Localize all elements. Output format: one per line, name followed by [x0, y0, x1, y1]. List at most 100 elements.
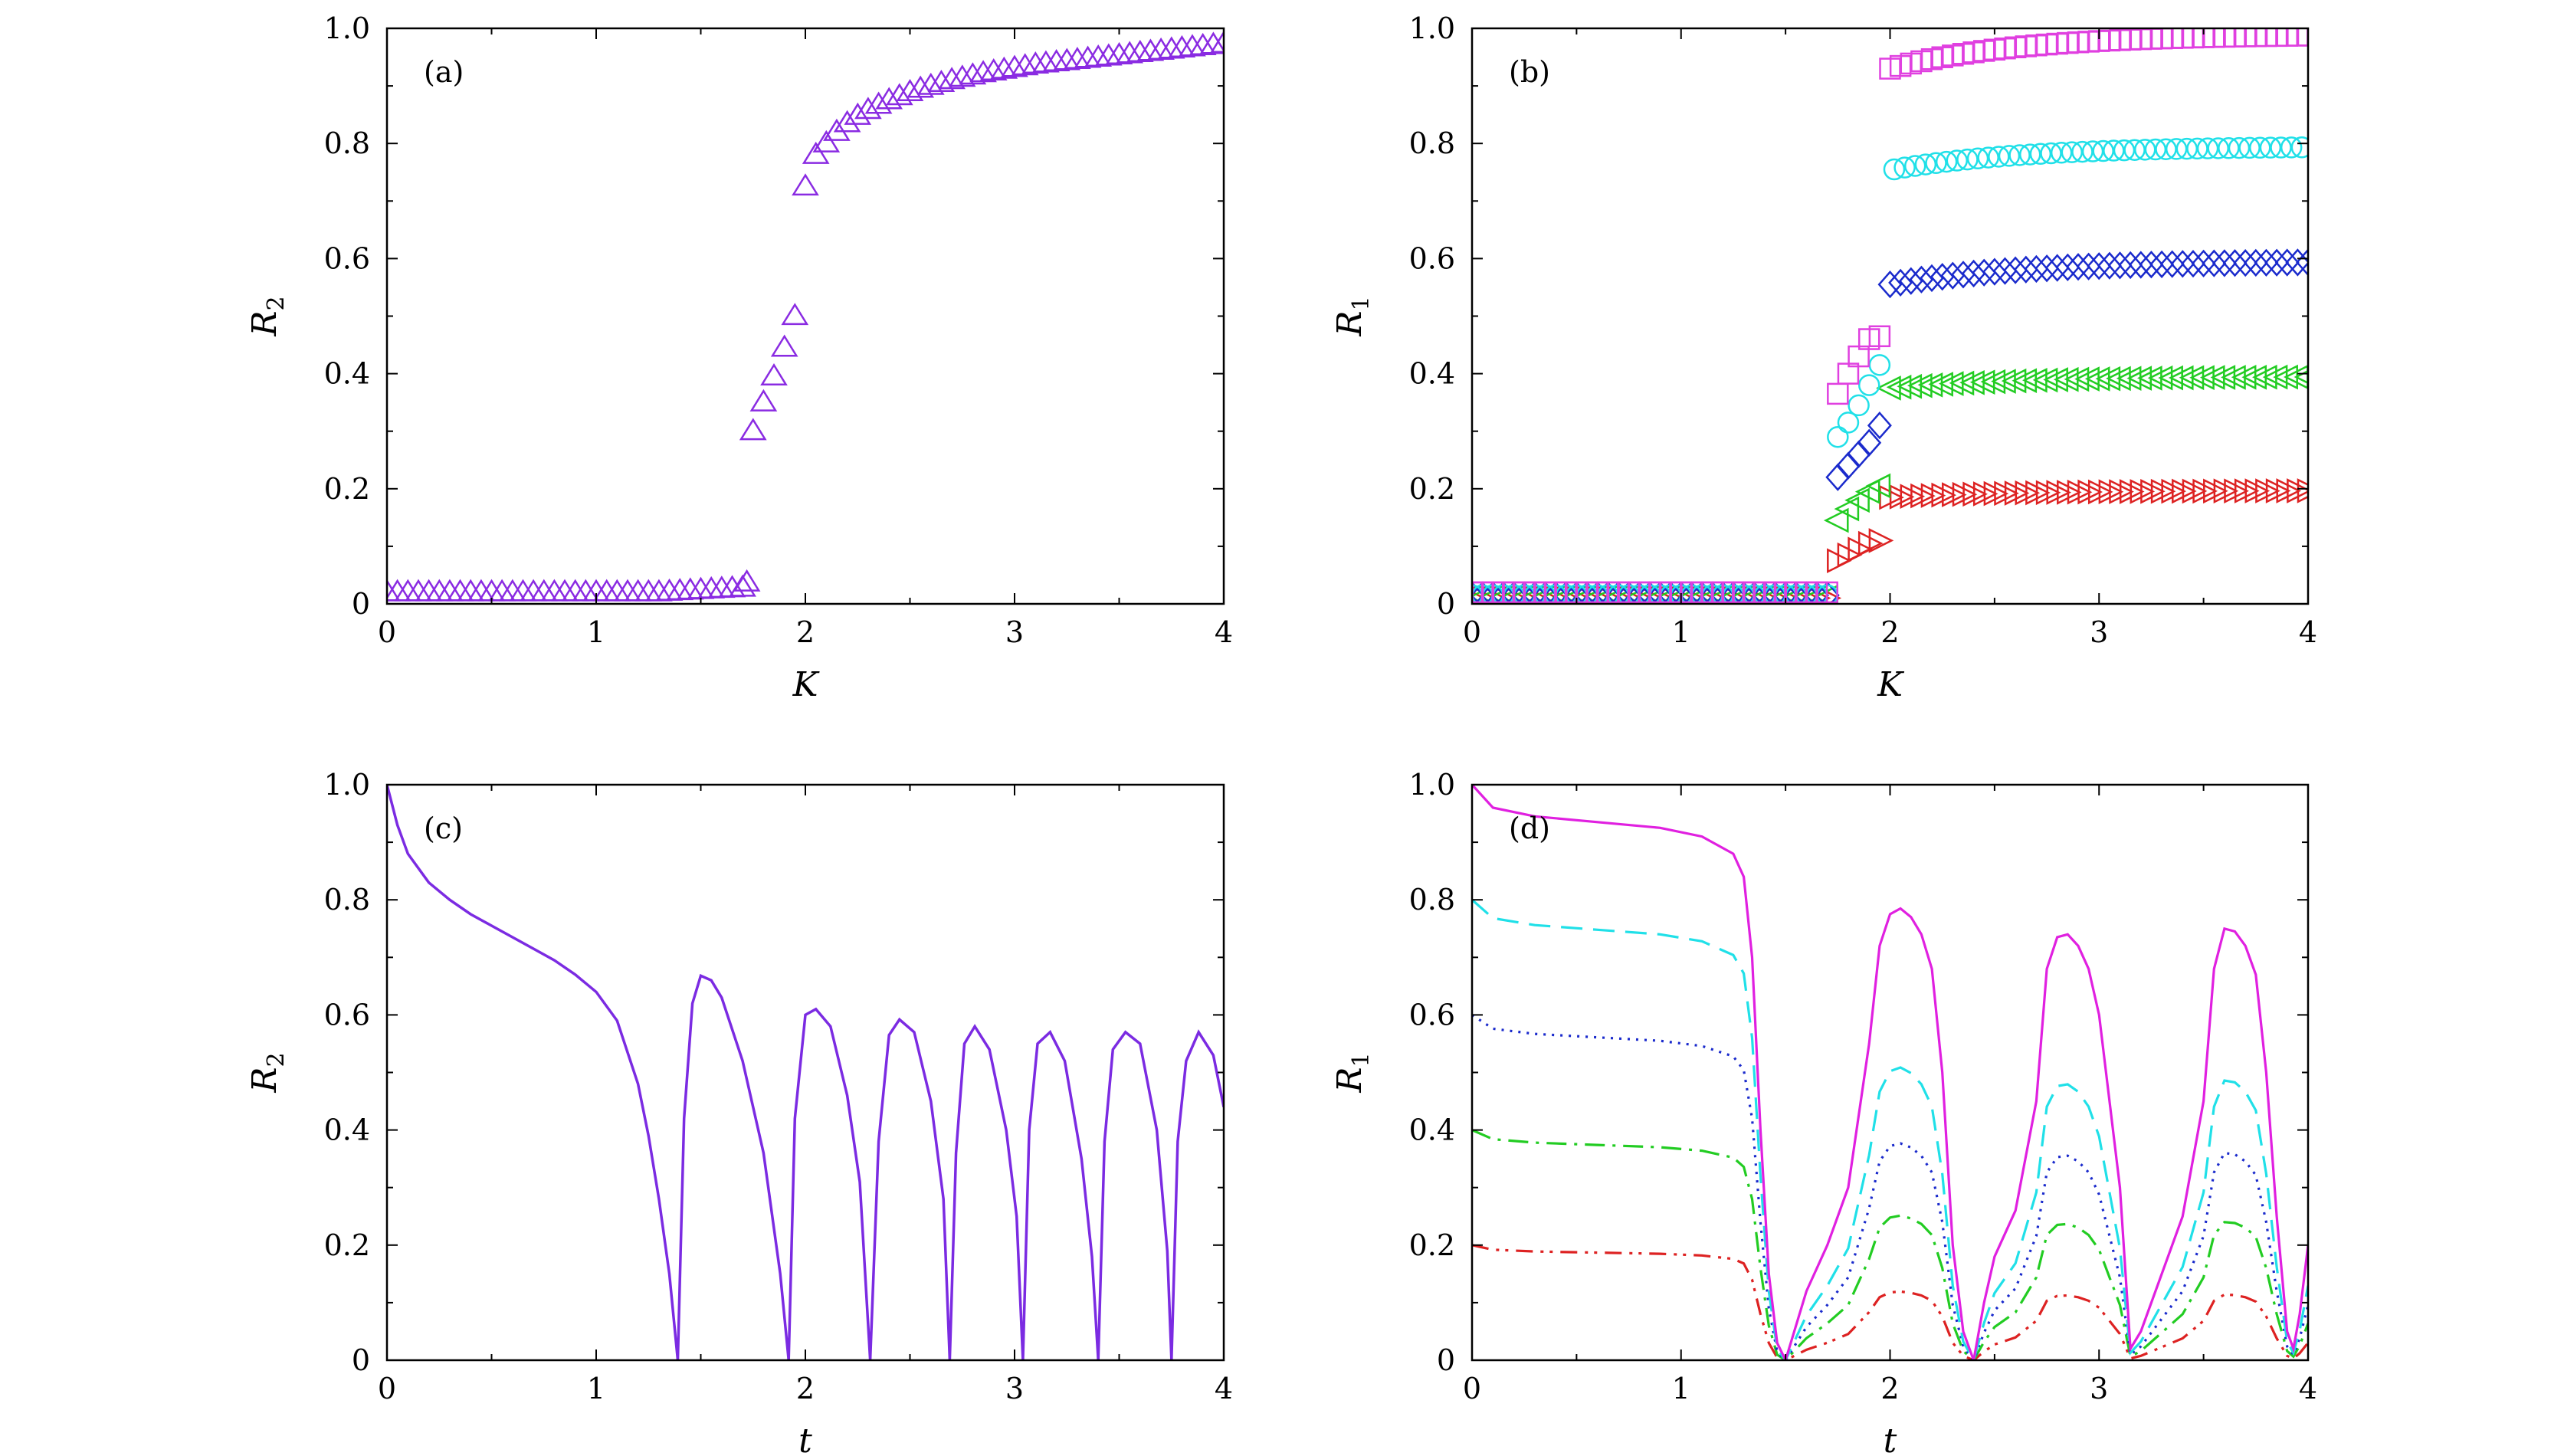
data-point: [938, 67, 966, 90]
data-point: [1877, 271, 1903, 299]
data-point: [1553, 581, 1579, 604]
data-point: [1898, 267, 1923, 295]
data-point: [1823, 507, 1849, 533]
data-point: [2165, 138, 2188, 160]
data-point: [2170, 250, 2195, 278]
data-point: [1876, 375, 1901, 401]
data-point: [1575, 581, 1599, 604]
panel-d: 0 1 2 3 4 0 0.2 0.4 0.6 0.8 1.0 t R1 (d): [1330, 768, 2317, 1456]
series-line: [1472, 1244, 2308, 1360]
data-point: [2113, 139, 2136, 162]
axes-frame: [1471, 783, 2310, 1362]
data-point: [864, 91, 893, 114]
data-point: [1084, 44, 1113, 67]
data-point: [2044, 254, 2070, 282]
data-point: [1867, 412, 1892, 440]
x-tick-label: 2: [1880, 615, 1899, 649]
data-point: [1168, 34, 1196, 57]
data-point: [1857, 428, 1882, 457]
data-point: [990, 56, 1018, 79]
data-point: [1794, 581, 1819, 604]
data-point: [2092, 139, 2114, 162]
y-tick-label: 0.8: [324, 126, 370, 160]
y-tick-label: 0: [352, 587, 370, 621]
data-point: [2018, 143, 2041, 166]
data-point: [792, 173, 819, 196]
data-point: [1189, 32, 1217, 55]
data-point: [770, 334, 798, 357]
data-point: [2144, 138, 2167, 161]
data-point: [1946, 149, 1969, 172]
x-tick-label: 4: [1215, 615, 1233, 649]
data-point: [1966, 147, 1989, 170]
data-point: [1472, 581, 1495, 604]
axes-frame: [385, 783, 1225, 1362]
y-tick-label: 0.4: [1409, 1113, 1455, 1147]
y-tick-label: 0.6: [1409, 998, 1455, 1031]
data-point: [886, 83, 913, 106]
x-axis-label: t: [1884, 1422, 1897, 1456]
y-tick-label: 0.8: [1409, 126, 1455, 160]
plot-area-b: [1472, 28, 2308, 604]
x-tick-label: 0: [1463, 1372, 1481, 1405]
data-point: [1825, 463, 1851, 491]
data-point: [1783, 581, 1808, 604]
data-point: [2155, 138, 2177, 160]
data-point: [1857, 374, 1880, 396]
data-point: [1595, 581, 1621, 604]
data-point: [1679, 581, 1704, 604]
series-line: [1472, 785, 2308, 1360]
data-point: [1543, 581, 1569, 604]
data-point: [2118, 251, 2143, 280]
data-point: [2254, 248, 2279, 277]
y-tick-label: 0.6: [324, 241, 370, 275]
data-point: [812, 130, 841, 152]
y-tick-label: 0: [1437, 1343, 1455, 1377]
data-point: [1868, 325, 1891, 348]
data-point: [2061, 141, 2084, 163]
plot-area-d: [1472, 785, 2308, 1360]
data-point: [1179, 34, 1206, 57]
x-tick-label: 1: [587, 615, 605, 649]
data-point: [1147, 37, 1175, 60]
x-tick-label: 4: [2299, 1372, 2317, 1405]
data-point: [781, 303, 809, 326]
data-point: [1827, 382, 1849, 405]
data-point: [1472, 581, 1484, 604]
y-tick-label: 0.8: [1409, 883, 1455, 917]
axes-frame: [1471, 27, 2310, 605]
data-point: [2243, 248, 2268, 277]
data-point: [2040, 142, 2062, 165]
data-point: [739, 418, 767, 441]
series-line: [1472, 1129, 2308, 1360]
data-point: [2081, 140, 2104, 162]
data-point: [948, 64, 976, 87]
data-point: [2149, 250, 2175, 279]
plot-area-c: [387, 785, 1224, 1360]
data-point: [1710, 581, 1736, 604]
x-axis-label: K: [792, 665, 820, 704]
data-point: [1846, 440, 1871, 468]
data-point: [1637, 581, 1662, 604]
data-point: [1903, 155, 1926, 177]
x-tick-label: 0: [378, 1372, 396, 1405]
y-axis-label: R2: [245, 296, 290, 336]
data-point: [1564, 581, 1589, 604]
data-point: [1210, 30, 1224, 53]
data-point: [2123, 139, 2146, 161]
data-point: [2297, 478, 2308, 503]
panel-tag: (c): [424, 812, 463, 845]
data-point: [1752, 581, 1777, 604]
data-point: [2238, 136, 2261, 159]
data-point: [979, 58, 1008, 80]
data-point: [1522, 581, 1547, 604]
data-point: [2191, 249, 2216, 277]
x-tick-label: 1: [1672, 1372, 1690, 1405]
data-point: [1762, 581, 1788, 604]
data-point: [1998, 145, 2021, 167]
data-point: [2139, 251, 2164, 279]
data-point: [2274, 248, 2300, 277]
data-point: [1042, 49, 1071, 71]
data-point: [2270, 136, 2292, 159]
data-point: [1961, 259, 1986, 288]
